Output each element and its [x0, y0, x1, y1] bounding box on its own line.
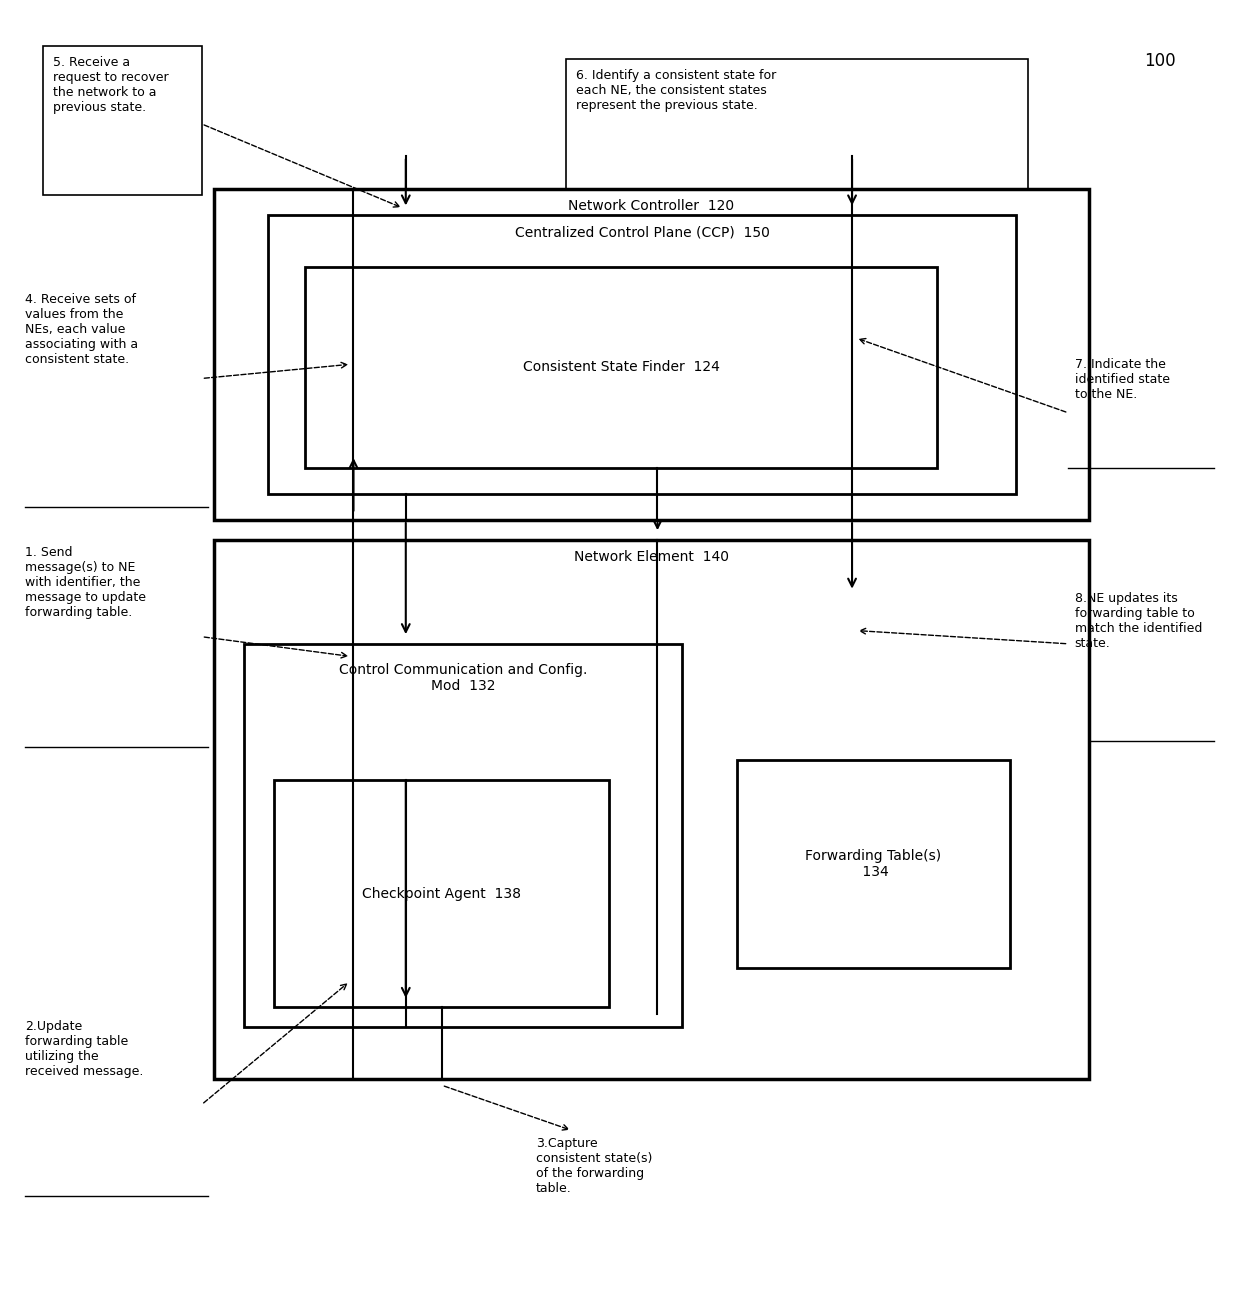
Text: Control Communication and Config.
Mod  132: Control Communication and Config. Mod 13… [339, 663, 587, 693]
Text: 100: 100 [1143, 53, 1176, 71]
Bar [737, 760, 1011, 968]
Text: Network Controller  120: Network Controller 120 [568, 200, 734, 213]
Text: 5. Receive a
request to recover
the network to a
previous state.: 5. Receive a request to recover the netw… [53, 56, 169, 114]
Text: 3.Capture
consistent state(s)
of the forwarding
table.: 3.Capture consistent state(s) of the for… [536, 1137, 652, 1195]
Bar [268, 215, 1017, 494]
Bar [274, 780, 609, 1007]
Text: 8.NE updates its
forwarding table to
match the identified
state.: 8.NE updates its forwarding table to mat… [1075, 592, 1202, 650]
Text: 7. Indicate the
identified state
to the NE.: 7. Indicate the identified state to the … [1075, 357, 1169, 400]
Text: Forwarding Table(s)
 134: Forwarding Table(s) 134 [805, 850, 941, 880]
Text: 1. Send
message(s) to NE
with identifier, the
message to update
forwarding table: 1. Send message(s) to NE with identifier… [25, 546, 146, 618]
Text: Checkpoint Agent  138: Checkpoint Agent 138 [362, 886, 521, 901]
Bar [567, 59, 1028, 189]
Bar [305, 267, 937, 469]
Text: 4. Receive sets of
values from the
NEs, each value
associating with a
consistent: 4. Receive sets of values from the NEs, … [25, 293, 139, 366]
Text: 2.Update
forwarding table
utilizing the
received message.: 2.Update forwarding table utilizing the … [25, 1020, 144, 1078]
Text: 6. Identify a consistent state for
each NE, the consistent states
represent the : 6. Identify a consistent state for each … [577, 70, 776, 113]
Bar [244, 643, 682, 1027]
Bar [213, 189, 1089, 520]
Text: Centralized Control Plane (CCP)  150: Centralized Control Plane (CCP) 150 [515, 226, 770, 239]
Text: Consistent State Finder  124: Consistent State Finder 124 [522, 361, 719, 374]
Bar [213, 540, 1089, 1079]
Bar [43, 46, 202, 196]
Text: Network Element  140: Network Element 140 [574, 550, 729, 565]
